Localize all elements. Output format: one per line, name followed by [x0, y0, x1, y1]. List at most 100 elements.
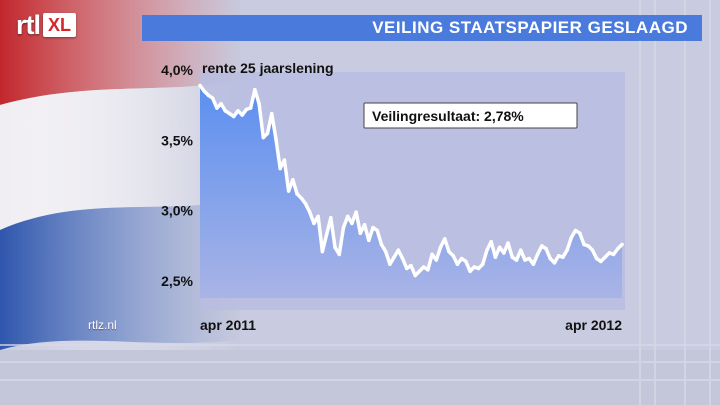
line-segment	[316, 214, 325, 254]
logo-rtl-text: rtl	[16, 9, 41, 40]
line-segment	[434, 245, 443, 262]
line-segment	[506, 241, 515, 259]
data-point	[388, 262, 392, 266]
data-point	[481, 262, 485, 266]
data-point	[274, 137, 278, 141]
data-point	[616, 247, 620, 251]
line-segment	[578, 231, 586, 247]
line-segment	[518, 248, 527, 262]
line-segment	[544, 246, 553, 261]
line-segment	[269, 111, 278, 141]
annotation-box: Veilingresultaat: 2,78%	[363, 102, 578, 129]
data-point	[443, 237, 447, 241]
data-point	[320, 249, 325, 254]
data-point	[464, 259, 468, 264]
line-segment	[320, 232, 329, 254]
data-point	[426, 268, 430, 272]
data-point	[295, 192, 299, 196]
data-point	[519, 248, 523, 252]
data-point	[375, 228, 379, 233]
x-tick-label: apr 2012	[565, 317, 622, 333]
data-point	[240, 113, 244, 117]
data-point	[253, 88, 257, 92]
data-point	[303, 202, 308, 206]
data-point	[561, 255, 565, 259]
data-point	[257, 102, 261, 106]
line-segment	[337, 225, 346, 257]
data-point	[312, 221, 316, 226]
data-point	[557, 254, 561, 258]
data-point	[286, 189, 291, 193]
line-segment	[426, 252, 434, 272]
data-point	[215, 106, 219, 110]
site-label: rtlz.nl	[88, 318, 117, 332]
data-point	[607, 251, 612, 255]
y-tick-label: 3,5%	[161, 132, 193, 148]
data-point	[540, 244, 544, 248]
data-point	[459, 256, 464, 261]
data-point	[324, 232, 329, 237]
data-point	[573, 228, 578, 233]
data-point	[527, 256, 531, 261]
data-point	[510, 255, 514, 259]
data-point	[337, 252, 341, 257]
data-point	[535, 252, 540, 257]
data-point	[438, 245, 443, 250]
area-fill	[200, 85, 622, 298]
line-segment	[253, 87, 261, 106]
data-point	[346, 214, 350, 219]
data-point	[493, 255, 498, 259]
line-segment	[291, 178, 299, 196]
data-point	[523, 258, 527, 262]
data-point	[282, 158, 287, 162]
data-point	[421, 265, 426, 269]
data-point	[232, 114, 236, 119]
data-point	[362, 223, 367, 227]
series-label: rente 25 jaarslening	[202, 60, 334, 76]
data-point	[329, 216, 333, 220]
data-point	[392, 255, 396, 259]
data-point	[552, 261, 557, 265]
line-segment	[354, 210, 363, 236]
data-point	[350, 221, 354, 226]
line-segment	[531, 252, 540, 266]
data-point	[594, 256, 599, 261]
data-point	[569, 235, 574, 240]
data-point	[367, 238, 371, 242]
y-tick-label: 2,5%	[161, 273, 193, 289]
data-point	[531, 262, 536, 266]
y-tick-label: 3,0%	[161, 203, 193, 219]
data-point	[417, 269, 422, 273]
data-point	[485, 248, 489, 252]
data-point	[578, 231, 582, 235]
data-point	[468, 269, 472, 273]
data-point	[586, 244, 590, 248]
data-point	[210, 96, 215, 100]
data-point	[472, 265, 476, 269]
data-point	[299, 196, 303, 200]
data-point	[544, 247, 548, 251]
data-point	[265, 131, 270, 136]
line-segment	[329, 216, 337, 250]
logo-xl-text: XL	[43, 13, 77, 37]
data-point	[620, 242, 624, 247]
data-point	[358, 231, 363, 235]
data-point	[244, 107, 249, 112]
line-segment	[367, 225, 375, 243]
data-point	[434, 258, 439, 262]
line-segment	[274, 137, 282, 171]
data-point	[514, 258, 519, 262]
line-segment	[480, 248, 489, 266]
data-point	[198, 83, 202, 88]
data-point	[506, 241, 510, 245]
data-point	[400, 256, 405, 261]
data-point	[341, 225, 346, 230]
data-point	[497, 245, 502, 250]
y-tick-label: 4,0%	[161, 62, 193, 78]
data-point	[227, 111, 232, 116]
data-point	[502, 251, 506, 255]
data-point	[379, 242, 384, 247]
data-point	[409, 263, 413, 268]
line-segment	[565, 235, 574, 252]
